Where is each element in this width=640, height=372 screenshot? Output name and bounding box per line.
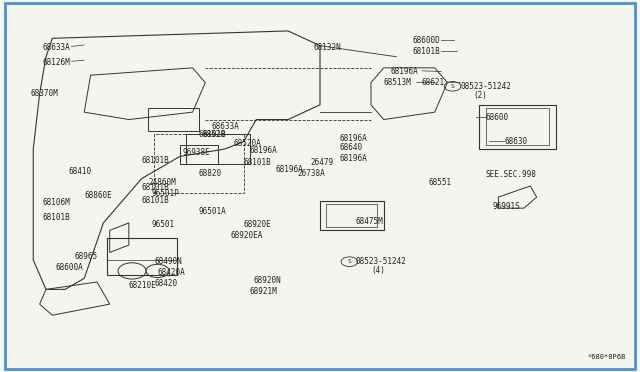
Text: 68196A: 68196A	[250, 147, 278, 155]
Text: S: S	[451, 84, 454, 89]
Text: 68101B: 68101B	[141, 155, 170, 165]
Text: 68551: 68551	[428, 178, 451, 187]
Text: 68410: 68410	[68, 167, 92, 176]
Text: 68520A: 68520A	[234, 139, 262, 148]
Text: 68196A: 68196A	[339, 154, 367, 163]
Text: 68101B: 68101B	[412, 47, 440, 56]
Bar	[486, 109, 549, 145]
Text: 68101B: 68101B	[244, 157, 271, 167]
Text: 96501: 96501	[151, 220, 174, 229]
Text: 68965: 68965	[75, 251, 98, 261]
Text: (2): (2)	[473, 91, 487, 100]
Text: 68921M: 68921M	[250, 287, 278, 296]
Text: 68520: 68520	[202, 130, 225, 139]
Bar	[180, 145, 218, 164]
Text: 68600: 68600	[486, 113, 509, 122]
Text: 08523-51242: 08523-51242	[460, 82, 511, 91]
Text: 68621: 68621	[422, 78, 445, 87]
Text: 68860E: 68860E	[84, 191, 112, 200]
Text: 68633A: 68633A	[212, 122, 239, 131]
Text: (4): (4)	[371, 266, 385, 275]
Text: 68600A: 68600A	[56, 263, 83, 272]
Bar	[106, 238, 177, 275]
Text: 26479: 26479	[310, 157, 333, 167]
Bar	[479, 105, 556, 149]
Text: 68420: 68420	[154, 279, 177, 288]
Text: 96501P: 96501P	[151, 189, 179, 198]
Text: 68210E: 68210E	[129, 281, 157, 290]
Text: SEE.SEC.998: SEE.SEC.998	[486, 170, 536, 179]
Text: 68101B: 68101B	[199, 130, 227, 139]
Text: 68132N: 68132N	[314, 43, 341, 52]
Text: 96991S: 96991S	[492, 202, 520, 211]
Text: 68920N: 68920N	[253, 276, 281, 285]
Text: 68196A: 68196A	[339, 134, 367, 142]
Text: 68920EA: 68920EA	[231, 231, 263, 240]
Text: 68196A: 68196A	[275, 165, 303, 174]
Text: 68196A: 68196A	[390, 67, 418, 76]
Text: 08523-51242: 08523-51242	[355, 257, 406, 266]
Text: 68420A: 68420A	[157, 268, 185, 277]
Text: 26738A: 26738A	[298, 169, 326, 177]
Text: 24860M: 24860M	[148, 178, 176, 187]
Text: 68370M: 68370M	[30, 89, 58, 98]
Bar	[186, 134, 250, 164]
Text: 68490N: 68490N	[154, 257, 182, 266]
Text: 68106M: 68106M	[43, 198, 70, 207]
Text: 68126M: 68126M	[43, 58, 70, 67]
Bar	[154, 134, 244, 193]
Text: 68600D: 68600D	[412, 36, 440, 45]
Text: 68513M: 68513M	[384, 78, 412, 87]
Bar	[326, 205, 378, 227]
Text: 68475M: 68475M	[355, 217, 383, 225]
Bar	[148, 109, 199, 131]
Text: S: S	[348, 259, 351, 264]
Text: 96501A: 96501A	[199, 207, 227, 217]
Text: 68920E: 68920E	[244, 220, 271, 229]
Text: 96938E: 96938E	[183, 148, 211, 157]
Text: 68630: 68630	[505, 137, 528, 146]
Bar	[320, 201, 384, 230]
Text: 68633A: 68633A	[43, 43, 70, 52]
Text: 68820: 68820	[199, 169, 222, 177]
Text: 68101B: 68101B	[43, 213, 70, 222]
Text: 68640: 68640	[339, 143, 362, 152]
Text: *680*0P6B: *680*0P6B	[588, 353, 626, 359]
Text: 68101B: 68101B	[141, 196, 170, 205]
Text: 68101B: 68101B	[141, 183, 170, 192]
